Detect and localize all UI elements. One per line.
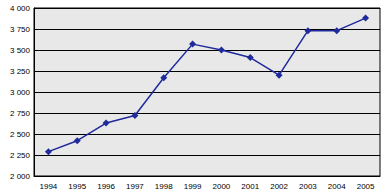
svg-text:2001: 2001	[241, 182, 259, 191]
svg-text:1999: 1999	[184, 182, 202, 191]
svg-text:1998: 1998	[155, 182, 173, 191]
svg-text:2004: 2004	[328, 182, 346, 191]
svg-text:2003: 2003	[299, 182, 317, 191]
svg-text:1996: 1996	[97, 182, 115, 191]
svg-text:1995: 1995	[68, 182, 86, 191]
svg-text:2 250: 2 250	[10, 151, 31, 160]
svg-text:3 000: 3 000	[10, 88, 31, 97]
svg-text:2 000: 2 000	[10, 172, 31, 181]
svg-text:3 750: 3 750	[10, 25, 31, 34]
svg-text:2000: 2000	[213, 182, 231, 191]
svg-text:2 500: 2 500	[10, 130, 31, 139]
svg-text:1997: 1997	[126, 182, 144, 191]
svg-text:3 500: 3 500	[10, 46, 31, 55]
svg-text:1994: 1994	[40, 182, 58, 191]
svg-text:2005: 2005	[357, 182, 375, 191]
svg-text:4 000: 4 000	[10, 4, 31, 13]
svg-text:2002: 2002	[270, 182, 288, 191]
svg-text:2 750: 2 750	[10, 109, 31, 118]
svg-text:3 250: 3 250	[10, 67, 31, 76]
